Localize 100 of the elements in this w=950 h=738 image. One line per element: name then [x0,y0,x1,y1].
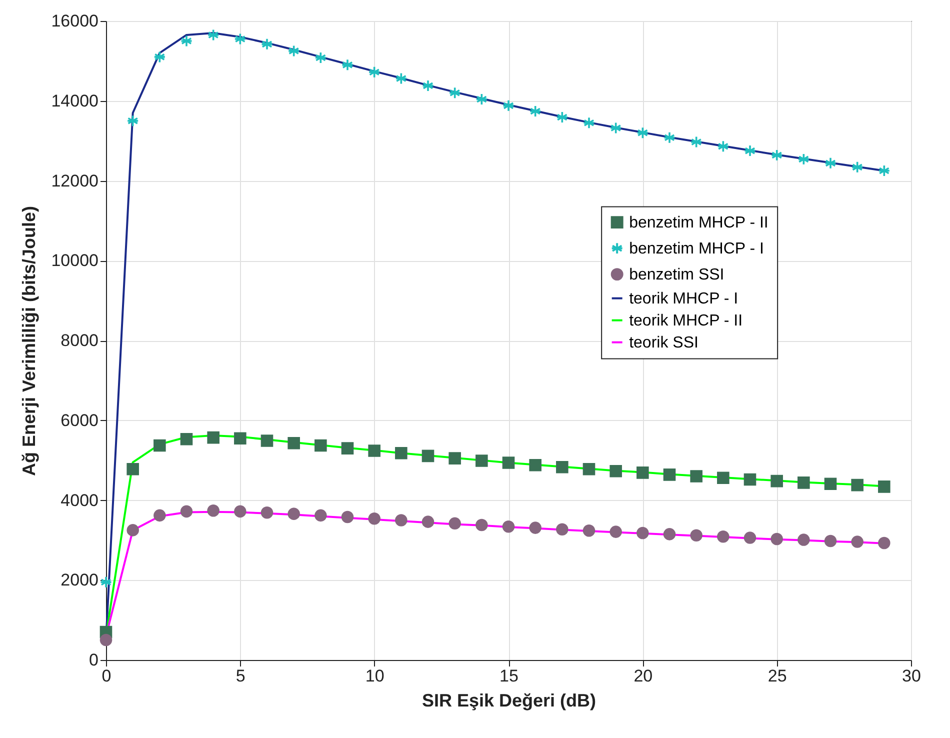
point [476,454,488,467]
point [690,136,702,148]
point [690,529,702,542]
point [314,52,327,64]
point [824,478,837,490]
point [529,522,542,534]
point [610,464,622,478]
point [422,80,434,92]
point [529,458,542,472]
point [717,530,730,543]
legend-label: benzetim SSI [629,266,724,284]
point [448,86,461,100]
point [798,476,810,489]
point [207,28,220,42]
point [234,505,246,518]
point [582,116,596,129]
point [341,510,354,524]
point [610,526,622,538]
legend-label: teorik MHCP - I [629,290,738,308]
point [368,66,380,78]
point [476,93,488,106]
point [851,478,864,492]
y-tick-label: 8000 [60,331,98,350]
point [154,509,166,522]
point [288,508,300,520]
x-tick-label: 0 [102,666,112,686]
point [154,439,166,452]
x-tick-label: 20 [634,666,653,686]
y-tick-label: 16000 [51,12,98,30]
point [368,512,380,525]
point [878,480,890,493]
point [529,105,542,118]
point [582,462,596,476]
point [288,44,300,58]
point [744,532,756,544]
point [180,34,193,48]
point [476,518,488,532]
point [314,439,327,452]
point [744,473,756,486]
point [824,157,837,170]
point [717,472,730,484]
point [422,450,434,462]
y-tick-label: 14000 [51,91,98,110]
point [878,536,890,550]
point [717,140,730,153]
y-tick-label: 6000 [60,410,98,430]
point [770,532,783,546]
legend-label: benzetim MHCP - I [629,240,764,258]
point [824,534,837,548]
point [234,432,246,444]
point [314,509,327,522]
point [341,442,354,454]
point [770,474,783,488]
point [878,164,890,177]
point [126,114,139,127]
y-tick-label: 0 [89,650,98,670]
point [556,523,568,536]
point [556,111,568,124]
y-tick-label: 4000 [60,490,98,510]
point [663,528,676,540]
point [798,534,810,546]
y-tick-label: 10000 [51,251,98,270]
point [100,576,112,588]
legend-label: teorik MHCP - II [629,312,743,330]
point [663,468,676,481]
point [582,524,596,537]
point [207,431,220,444]
x-tick-label: 15 [500,666,518,686]
x-tick-label: 25 [768,666,787,686]
x-tick-label: 30 [902,666,921,686]
point [448,517,461,530]
point [207,504,220,517]
point [234,32,246,46]
point [851,161,864,174]
point [100,634,112,646]
point [422,516,434,528]
point [126,462,139,476]
point [180,505,193,518]
point [798,153,810,166]
point [448,452,461,464]
x-tick-label: 10 [365,666,384,686]
point [180,433,193,446]
point [502,456,515,469]
point [851,536,864,548]
point [395,514,408,526]
point [126,524,139,536]
point [502,100,515,112]
y-axis-title: Ağ Enerji Verimliliği (bits/Joule) [19,206,40,476]
point [395,446,408,460]
legend-label: benzetim MHCP - II [629,214,768,232]
point [395,72,408,85]
y-tick-label: 2000 [60,570,98,590]
point [636,526,649,540]
x-tick-label: 5 [236,666,246,686]
point [341,58,354,72]
point [690,470,702,482]
x-axis-title: SIR Eşik Değeri (dB) [422,690,596,710]
point [260,434,274,447]
point [663,131,676,144]
point [502,520,515,533]
